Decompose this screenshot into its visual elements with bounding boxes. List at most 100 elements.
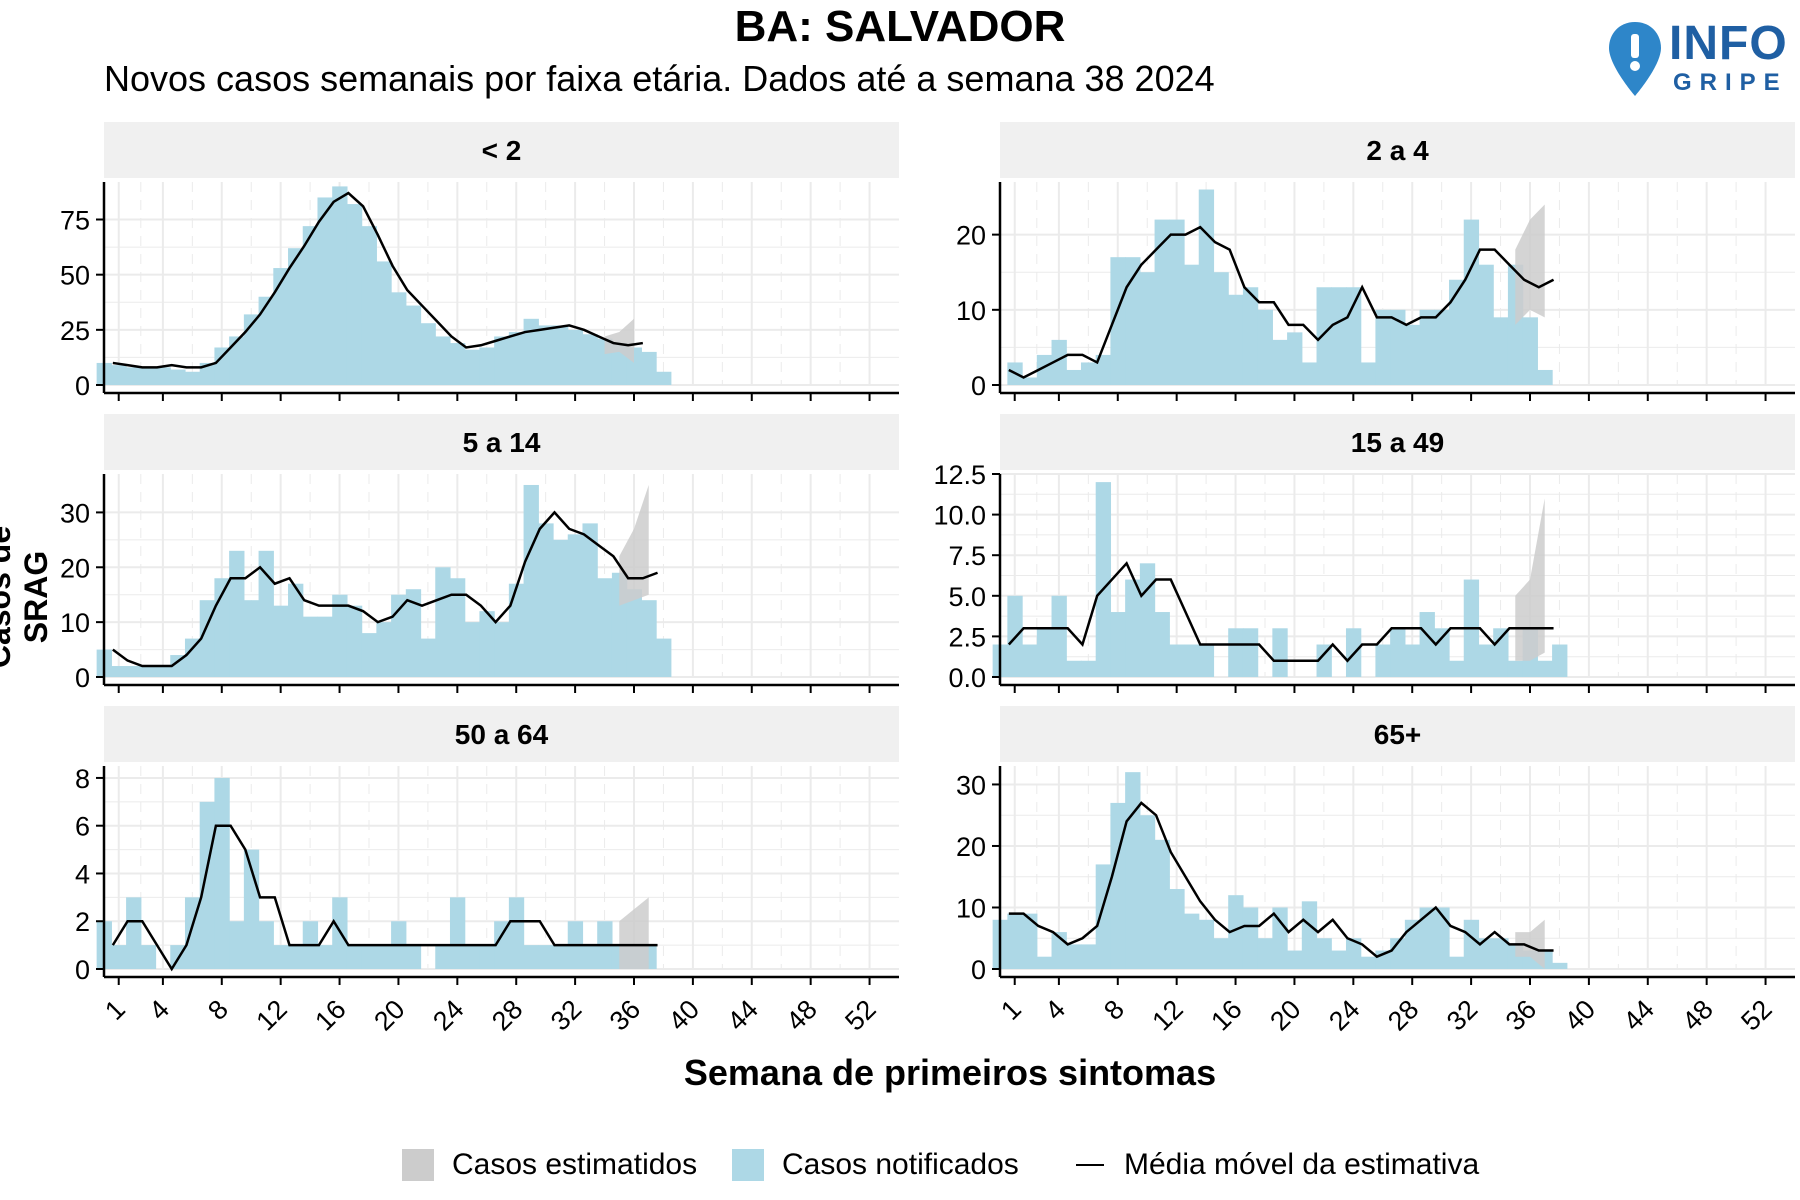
- panel-6-bar: [1552, 962, 1568, 969]
- panel-6-strip-label: 65+: [1374, 719, 1422, 750]
- panel-5-bar: [508, 897, 525, 969]
- panel-5-bar: [494, 921, 510, 969]
- panel-4-bar: [1552, 644, 1568, 677]
- panel-2-bar: [1537, 369, 1553, 385]
- panel-3-bar: [302, 616, 319, 677]
- panel-4-bar: [1404, 644, 1421, 677]
- panel-2-bar: [1478, 264, 1494, 385]
- panel-4-y-tick-label: 10.0: [933, 501, 986, 531]
- panel-1-y-tick-label: 50: [60, 261, 90, 291]
- panel-6-bar: [1360, 956, 1377, 969]
- panel-5-bar: [553, 945, 569, 969]
- panel-3-strip: [104, 414, 899, 470]
- panel-4-y-tick-label: 2.5: [948, 622, 986, 652]
- legend-item-estimated: Casos estimatidos: [402, 1140, 697, 1190]
- legend-key-notified: [732, 1149, 764, 1181]
- panel-1-bar: [346, 204, 363, 385]
- panel-1-bar: [656, 371, 672, 385]
- panel-4-bar: [1507, 660, 1524, 677]
- panel-2-bar: [1360, 362, 1377, 385]
- panel-6-bar: [1287, 950, 1303, 969]
- panel-3-bar: [479, 611, 495, 677]
- panel-2-bar: [1522, 317, 1538, 385]
- panel-5-x-tick-label: 32: [545, 994, 587, 1036]
- panel-1-bar: [243, 314, 260, 385]
- chart-title: BA: SALVADOR: [734, 2, 1066, 51]
- panel-1-y-tick-label: 0: [75, 371, 90, 401]
- panel-3-moving-average: [112, 510, 658, 668]
- panel-2-bar: [1095, 354, 1112, 385]
- infogripe-logo: INFO GRIPE: [1605, 18, 1795, 98]
- panel-5-bar: [538, 945, 554, 969]
- panel-1-bar: [199, 362, 216, 385]
- panel-3-y-tick-label: 0: [75, 663, 90, 693]
- location-pin-icon: [1609, 22, 1661, 96]
- panel-4-y-tick-label: 12.5: [933, 460, 986, 490]
- panel-1-bar: [317, 197, 333, 385]
- panel-1-bar: [258, 296, 274, 385]
- panel-6-bar: [1493, 938, 1509, 969]
- panel-1-bar: [302, 226, 319, 385]
- panel-3-bar: [229, 550, 245, 677]
- panel-3-bar: [258, 550, 274, 677]
- panel-3-bar: [582, 523, 598, 677]
- panel-2-bar: [1493, 317, 1509, 385]
- panel-1-bar: [538, 325, 554, 385]
- panel-3-bar: [508, 583, 525, 677]
- panel-6-bar: [1419, 907, 1435, 969]
- panel-4-bar: [1375, 644, 1391, 677]
- panel-4-bar: [1110, 612, 1126, 677]
- panel-5-bar: [126, 897, 142, 969]
- panel-2-bar: [1375, 309, 1391, 385]
- panel-6-bar: [1434, 907, 1450, 969]
- panel-6-x-tick-label: 1: [995, 994, 1027, 1026]
- panel-5-bar: [214, 777, 230, 969]
- panel-3-strip-label: 5 a 14: [463, 427, 541, 458]
- panel-3-bar: [199, 600, 216, 677]
- panel-6-bar: [1242, 907, 1259, 969]
- panel-4-bar: [1537, 660, 1553, 677]
- panel-2-bar: [1110, 257, 1126, 385]
- panel-5-x-tick-label: 36: [604, 994, 646, 1036]
- panel-6-x-tick-label: 20: [1264, 994, 1306, 1036]
- panel-6-bar: [1272, 907, 1288, 969]
- panel-5-bar: [317, 945, 333, 969]
- panel-5-bar: [229, 921, 245, 969]
- panel-1: < 2 0 25 50 75: [60, 122, 899, 401]
- panel-5-bar: [346, 945, 363, 969]
- panel-6-bar: [1331, 950, 1347, 969]
- panel-1-bar: [435, 336, 451, 385]
- panel-2-bar: [1242, 287, 1259, 385]
- panel-1-bar: [155, 367, 171, 385]
- panel-5-y-tick-label: 2: [75, 907, 90, 937]
- panel-6-x-tick-label: 36: [1500, 994, 1542, 1036]
- panel-5-bar: [582, 945, 598, 969]
- panel-3-bar: [641, 600, 657, 677]
- panel-4-y-tick-label: 5.0: [948, 582, 986, 612]
- panel-6-bar: [1198, 919, 1215, 969]
- panel-2-bar: [1066, 369, 1082, 385]
- panel-4-bar: [1066, 660, 1082, 677]
- panel-4-bar: [1419, 612, 1435, 677]
- panel-6-bar: [1463, 919, 1480, 969]
- panel-6-bar: [1036, 956, 1053, 969]
- panel-5-bar: [464, 945, 481, 969]
- panel-2-bar: [1022, 377, 1038, 385]
- panel-2-bar: [1184, 264, 1200, 385]
- panel-5-x-tick-label: 28: [486, 994, 528, 1036]
- panel-2-bar: [1434, 309, 1450, 385]
- panel-3-bar: [538, 523, 554, 677]
- panel-5-estimate-band: [619, 897, 649, 969]
- panel-4-bar: [1228, 628, 1244, 677]
- panel-1-strip-label: < 2: [482, 135, 522, 166]
- legend-label-estimated: Casos estimatidos: [452, 1148, 698, 1181]
- legend-key-estimated: [402, 1149, 434, 1181]
- panel-3-bar: [376, 622, 392, 677]
- panel-1-bar: [582, 334, 598, 385]
- panel-6-x-tick-label: 24: [1323, 994, 1365, 1036]
- panel-5-x-tick-label: 48: [780, 994, 822, 1036]
- panel-5-x-tick-label: 4: [143, 994, 175, 1026]
- panel-6-estimate-band: [1515, 919, 1545, 969]
